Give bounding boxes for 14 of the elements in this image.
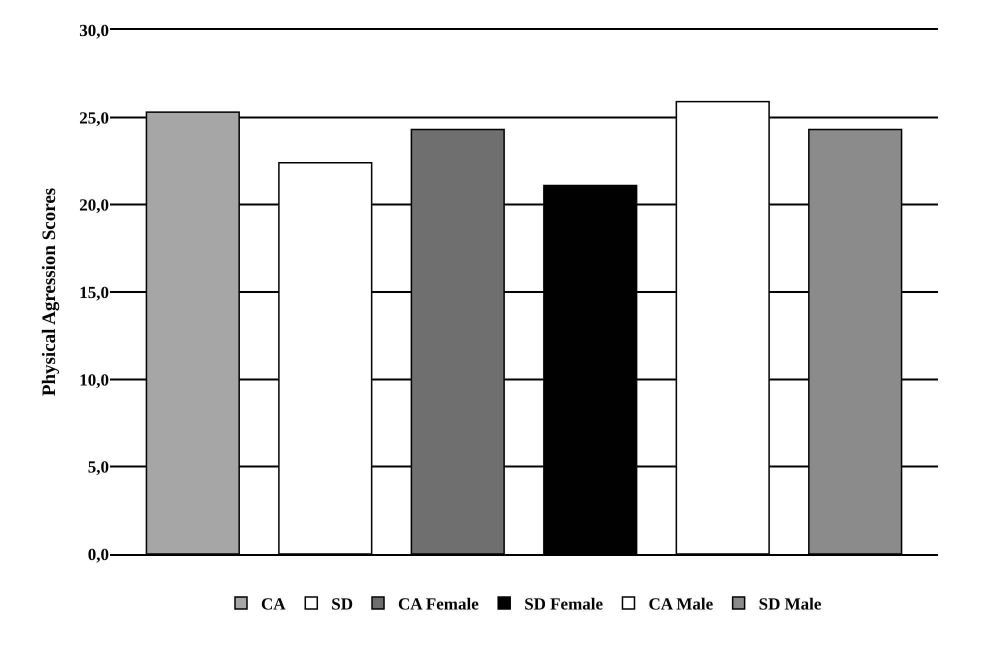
y-tick-label: 0,0	[88, 544, 109, 564]
legend-label: CA Male	[648, 594, 714, 614]
y-tick-label: 10,0	[79, 370, 109, 390]
legend-label: SD Female	[524, 594, 604, 614]
y-axis-title: Physical Agression Scores	[39, 188, 60, 396]
legend-label: SD	[331, 594, 354, 614]
y-tick-label: 15,0	[79, 282, 109, 302]
legend-label: CA	[261, 594, 286, 614]
y-tick-label: 5,0	[88, 458, 109, 477]
y-tick-label: 20,0	[79, 196, 109, 215]
y-tick-label: 25,0	[79, 108, 109, 128]
y-tick-label: 30,0	[79, 20, 109, 40]
legend-label: CA Female	[398, 594, 480, 614]
legend-label: SD Male	[758, 594, 822, 614]
